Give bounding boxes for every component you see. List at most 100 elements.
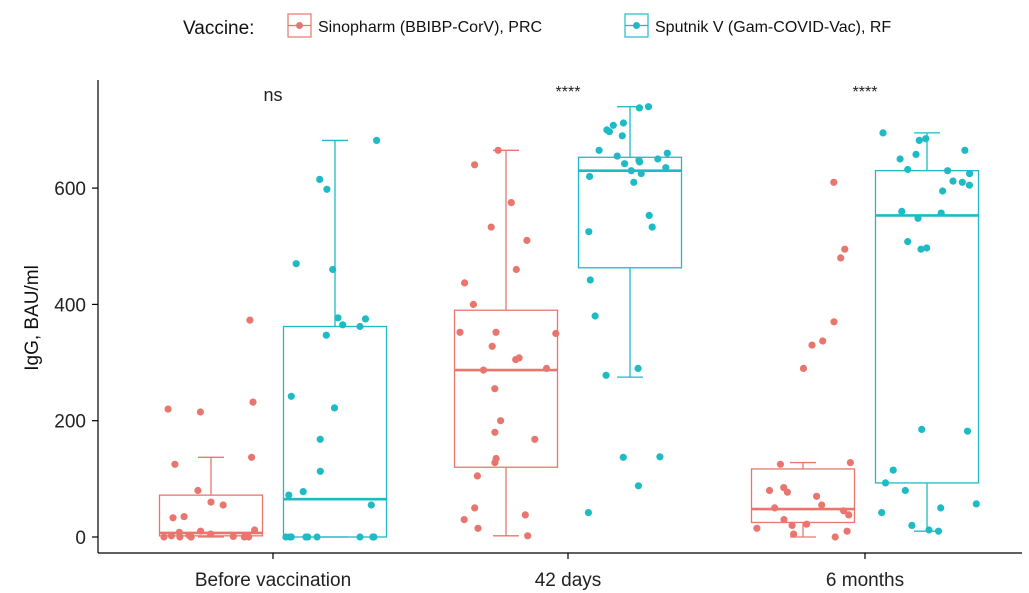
- data-point: [456, 328, 464, 336]
- data-point: [925, 526, 933, 534]
- data-point: [915, 136, 923, 144]
- legend-label-sinopharm: Sinopharm (BBIBP-CorV), PRC: [318, 19, 542, 36]
- data-point: [339, 321, 347, 329]
- legend-label-sputnik: Sputnik V (Gam-COVID-Vac), RF: [655, 19, 891, 36]
- data-point: [207, 498, 215, 506]
- data-point: [474, 524, 482, 532]
- data-point: [469, 300, 477, 308]
- data-point: [889, 466, 897, 474]
- data-point: [373, 136, 381, 144]
- data-point: [160, 533, 168, 541]
- data-point: [197, 527, 205, 535]
- data-point: [922, 135, 930, 143]
- data-point: [934, 527, 943, 535]
- data-point: [917, 245, 925, 253]
- data-point: [334, 314, 342, 322]
- data-point: [316, 467, 324, 475]
- data-point: [912, 150, 920, 158]
- legend: Vaccine: Sinopharm (BBIBP-CorV), PRC Spu…: [183, 13, 891, 39]
- data-point: [292, 260, 300, 268]
- data-point: [619, 119, 628, 127]
- box-iqr: [282, 325, 388, 538]
- data-point: [302, 533, 310, 541]
- data-point: [479, 366, 488, 374]
- legend-key-sputnik: [624, 13, 649, 38]
- data-point: [494, 146, 502, 154]
- data-point: [898, 207, 906, 215]
- data-point: [771, 504, 779, 512]
- data-point: [918, 425, 926, 433]
- data-point: [246, 316, 254, 324]
- data-point: [585, 228, 593, 236]
- y-tick-label: 600: [54, 179, 86, 200]
- data-point: [164, 405, 172, 413]
- data-point: [819, 337, 827, 345]
- box-iqr: [577, 156, 683, 269]
- data-point: [831, 533, 839, 541]
- data-point: [473, 472, 481, 480]
- data-point: [937, 209, 945, 217]
- legend-key-sinopharm: [287, 13, 312, 38]
- significance-labels: ns **** ****: [263, 84, 877, 105]
- data-point: [491, 428, 499, 436]
- data-point: [636, 158, 644, 166]
- data-point: [488, 342, 496, 350]
- data-point: [914, 214, 922, 222]
- data-point: [367, 501, 375, 509]
- data-point: [808, 341, 816, 349]
- data-point: [663, 149, 671, 157]
- data-point: [904, 165, 912, 174]
- data-point: [329, 265, 337, 274]
- significance-label: ****: [556, 84, 581, 101]
- data-point: [313, 533, 321, 541]
- data-point: [299, 488, 307, 496]
- data-point: [207, 530, 215, 538]
- data-point: [619, 453, 627, 461]
- data-point: [240, 533, 248, 541]
- data-point: [369, 533, 377, 541]
- data-point: [923, 244, 931, 252]
- data-point: [958, 178, 966, 186]
- data-point: [908, 521, 916, 530]
- y-tick-label: 0: [75, 528, 86, 549]
- data-point: [878, 508, 886, 517]
- data-point: [249, 398, 257, 406]
- data-point: [662, 164, 670, 172]
- data-point: [180, 513, 188, 521]
- data-point: [176, 533, 184, 541]
- plot-area: [158, 103, 980, 541]
- data-point: [471, 161, 479, 169]
- box-iqr: [750, 468, 856, 524]
- box-sinopharm: [750, 461, 856, 538]
- y-tick-label: 400: [54, 295, 86, 316]
- data-point: [818, 501, 826, 509]
- data-point: [937, 504, 945, 512]
- data-point: [531, 435, 539, 443]
- data-point: [881, 479, 890, 487]
- data-point: [586, 276, 594, 284]
- data-point: [491, 459, 499, 467]
- x-tick-label: 6 months: [826, 570, 904, 591]
- data-point: [196, 408, 204, 416]
- data-point: [803, 520, 811, 528]
- box-sinopharm: [158, 456, 264, 538]
- data-point: [972, 500, 980, 508]
- data-point: [361, 315, 370, 323]
- data-point: [542, 364, 551, 372]
- x-axis: Before vaccination 42 days 6 months: [195, 553, 904, 591]
- data-point: [552, 329, 560, 338]
- data-point: [316, 435, 324, 443]
- box-iqr: [453, 309, 559, 468]
- data-point: [788, 521, 796, 530]
- data-point: [609, 121, 617, 129]
- data-point: [939, 187, 947, 195]
- data-point: [219, 501, 227, 509]
- box-sputnik: [282, 139, 388, 538]
- data-point: [790, 530, 798, 538]
- data-point: [171, 460, 179, 468]
- data-point: [487, 223, 495, 231]
- data-point: [841, 245, 849, 253]
- data-point: [595, 146, 603, 154]
- data-point: [618, 132, 626, 140]
- data-point: [323, 185, 331, 193]
